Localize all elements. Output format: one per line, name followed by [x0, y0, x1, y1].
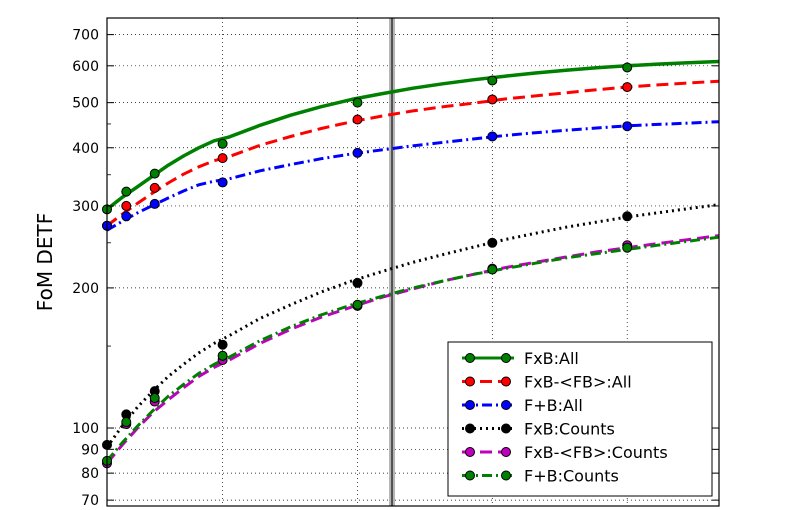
series-line	[106, 120, 720, 232]
data-point	[217, 339, 228, 350]
series-3	[102, 203, 720, 450]
y-tick-label: 200	[72, 281, 99, 297]
y-tick-label: 600	[72, 59, 99, 75]
legend-marker	[501, 470, 511, 481]
data-point	[352, 97, 363, 108]
legend-marker	[501, 423, 511, 434]
legend-label: F+B:All	[524, 396, 583, 415]
legend-marker	[501, 447, 511, 457]
data-point	[217, 153, 228, 164]
legend-marker	[501, 376, 511, 387]
y-tick-label: 80	[81, 466, 99, 482]
y-tick-label: 400	[72, 141, 99, 157]
y-tick-label: 700	[72, 28, 99, 44]
y-tick-label: 90	[81, 442, 99, 458]
series-2	[102, 120, 720, 232]
vertical-marker	[389, 18, 396, 506]
data-point	[622, 82, 633, 93]
legend-box	[447, 341, 713, 497]
legend-marker	[501, 400, 511, 410]
legend-marker	[465, 423, 475, 434]
grid	[107, 18, 719, 506]
data-point	[121, 186, 132, 197]
legend-marker	[465, 447, 475, 457]
data-point	[149, 198, 160, 209]
y-tick-label: 70	[81, 493, 99, 509]
y-tick-label: 300	[72, 199, 99, 215]
legend-marker	[465, 353, 475, 363]
series-line	[105, 235, 720, 462]
data-point	[121, 417, 132, 428]
y-axis: 70 80 90 100 200 300 400 500 600 700	[72, 28, 719, 509]
data-point	[149, 168, 160, 179]
data-point	[121, 200, 132, 211]
data-point	[217, 138, 228, 149]
data-point	[487, 75, 498, 86]
series-line	[105, 234, 720, 465]
data-point	[622, 121, 633, 132]
legend-label: FxB:Counts	[524, 420, 615, 439]
data-point	[149, 393, 160, 404]
data-point	[352, 147, 363, 158]
legend-label: FxB-<FB>:Counts	[524, 443, 668, 462]
data-point	[352, 299, 363, 310]
data-point	[622, 211, 633, 222]
series-line	[105, 59, 720, 211]
legend-label: FxB-<FB>:All	[524, 373, 632, 392]
y-tick-label: 100	[72, 421, 99, 437]
plot-frame	[106, 17, 720, 507]
data-point	[352, 277, 363, 288]
data-point	[217, 177, 228, 188]
legend-label: FxB:All	[524, 349, 579, 368]
data-point	[487, 131, 498, 142]
legend-marker	[465, 470, 475, 481]
legend-marker	[501, 353, 511, 363]
y-axis-label: FoM DETF	[33, 213, 57, 311]
series-5	[102, 235, 720, 466]
legend-label: F+B:Counts	[524, 467, 619, 486]
data-point	[487, 94, 498, 105]
y-tick-label: 500	[72, 96, 99, 112]
legend: FxB:All FxB-<FB>:All F+B:All FxB:Counts FxB-…	[447, 341, 713, 497]
data-point	[487, 264, 498, 275]
data-point	[622, 62, 633, 73]
data-point	[487, 237, 498, 248]
series-line	[105, 203, 720, 448]
legend-marker	[465, 400, 475, 410]
series-0	[102, 59, 720, 215]
series-group	[102, 59, 720, 469]
data-point	[622, 242, 633, 253]
data-point	[149, 182, 160, 193]
legend-marker	[465, 376, 475, 387]
data-point	[121, 211, 132, 222]
series-line	[106, 79, 720, 227]
data-point	[217, 350, 228, 361]
data-point	[352, 114, 363, 125]
